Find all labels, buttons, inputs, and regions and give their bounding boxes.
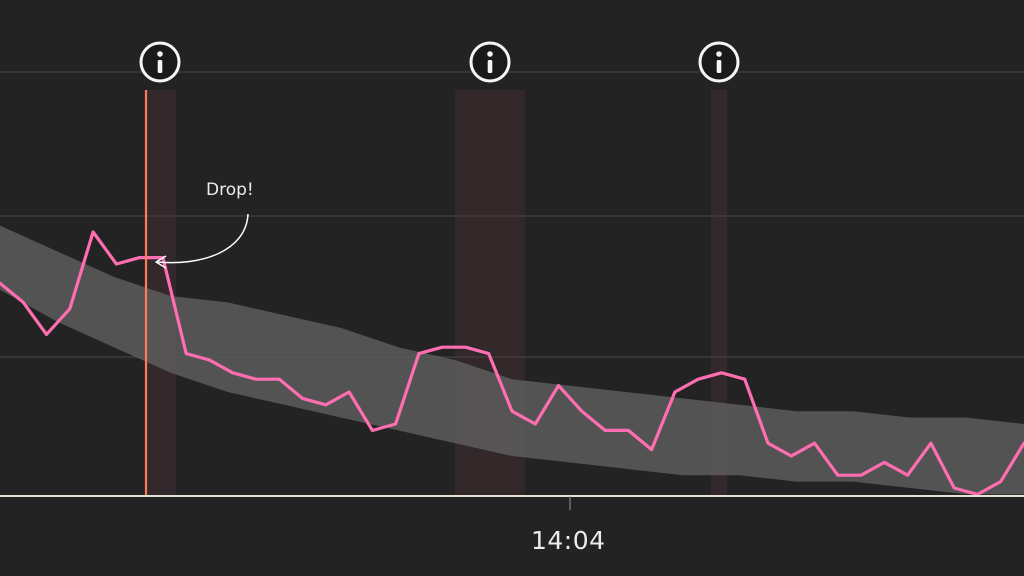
x-tick-label: 14:04 — [531, 526, 606, 555]
info-icon-dot — [716, 51, 722, 57]
annotation-arrow-head — [155, 255, 167, 269]
info-icon-stem — [487, 60, 493, 73]
confidence-band — [0, 225, 1024, 495]
annotation-arrow — [155, 213, 249, 269]
info-icon-dot — [157, 51, 163, 57]
x-axis — [0, 495, 1024, 510]
confidence-band-area — [0, 225, 1024, 495]
info-marker-1[interactable] — [139, 41, 181, 83]
info-marker-2[interactable] — [469, 41, 511, 83]
annotation-arrow-curve — [157, 213, 249, 264]
info-icon-stem — [157, 60, 163, 73]
info-icon-dot — [487, 51, 493, 57]
series-line — [0, 230, 1024, 496]
highlight-region — [711, 90, 727, 496]
info-marker-3[interactable] — [698, 41, 740, 83]
info-icon-stem — [716, 60, 722, 73]
series-lines — [0, 230, 1024, 496]
annotation-label: Drop! — [206, 180, 254, 200]
event-markers[interactable] — [139, 41, 740, 496]
